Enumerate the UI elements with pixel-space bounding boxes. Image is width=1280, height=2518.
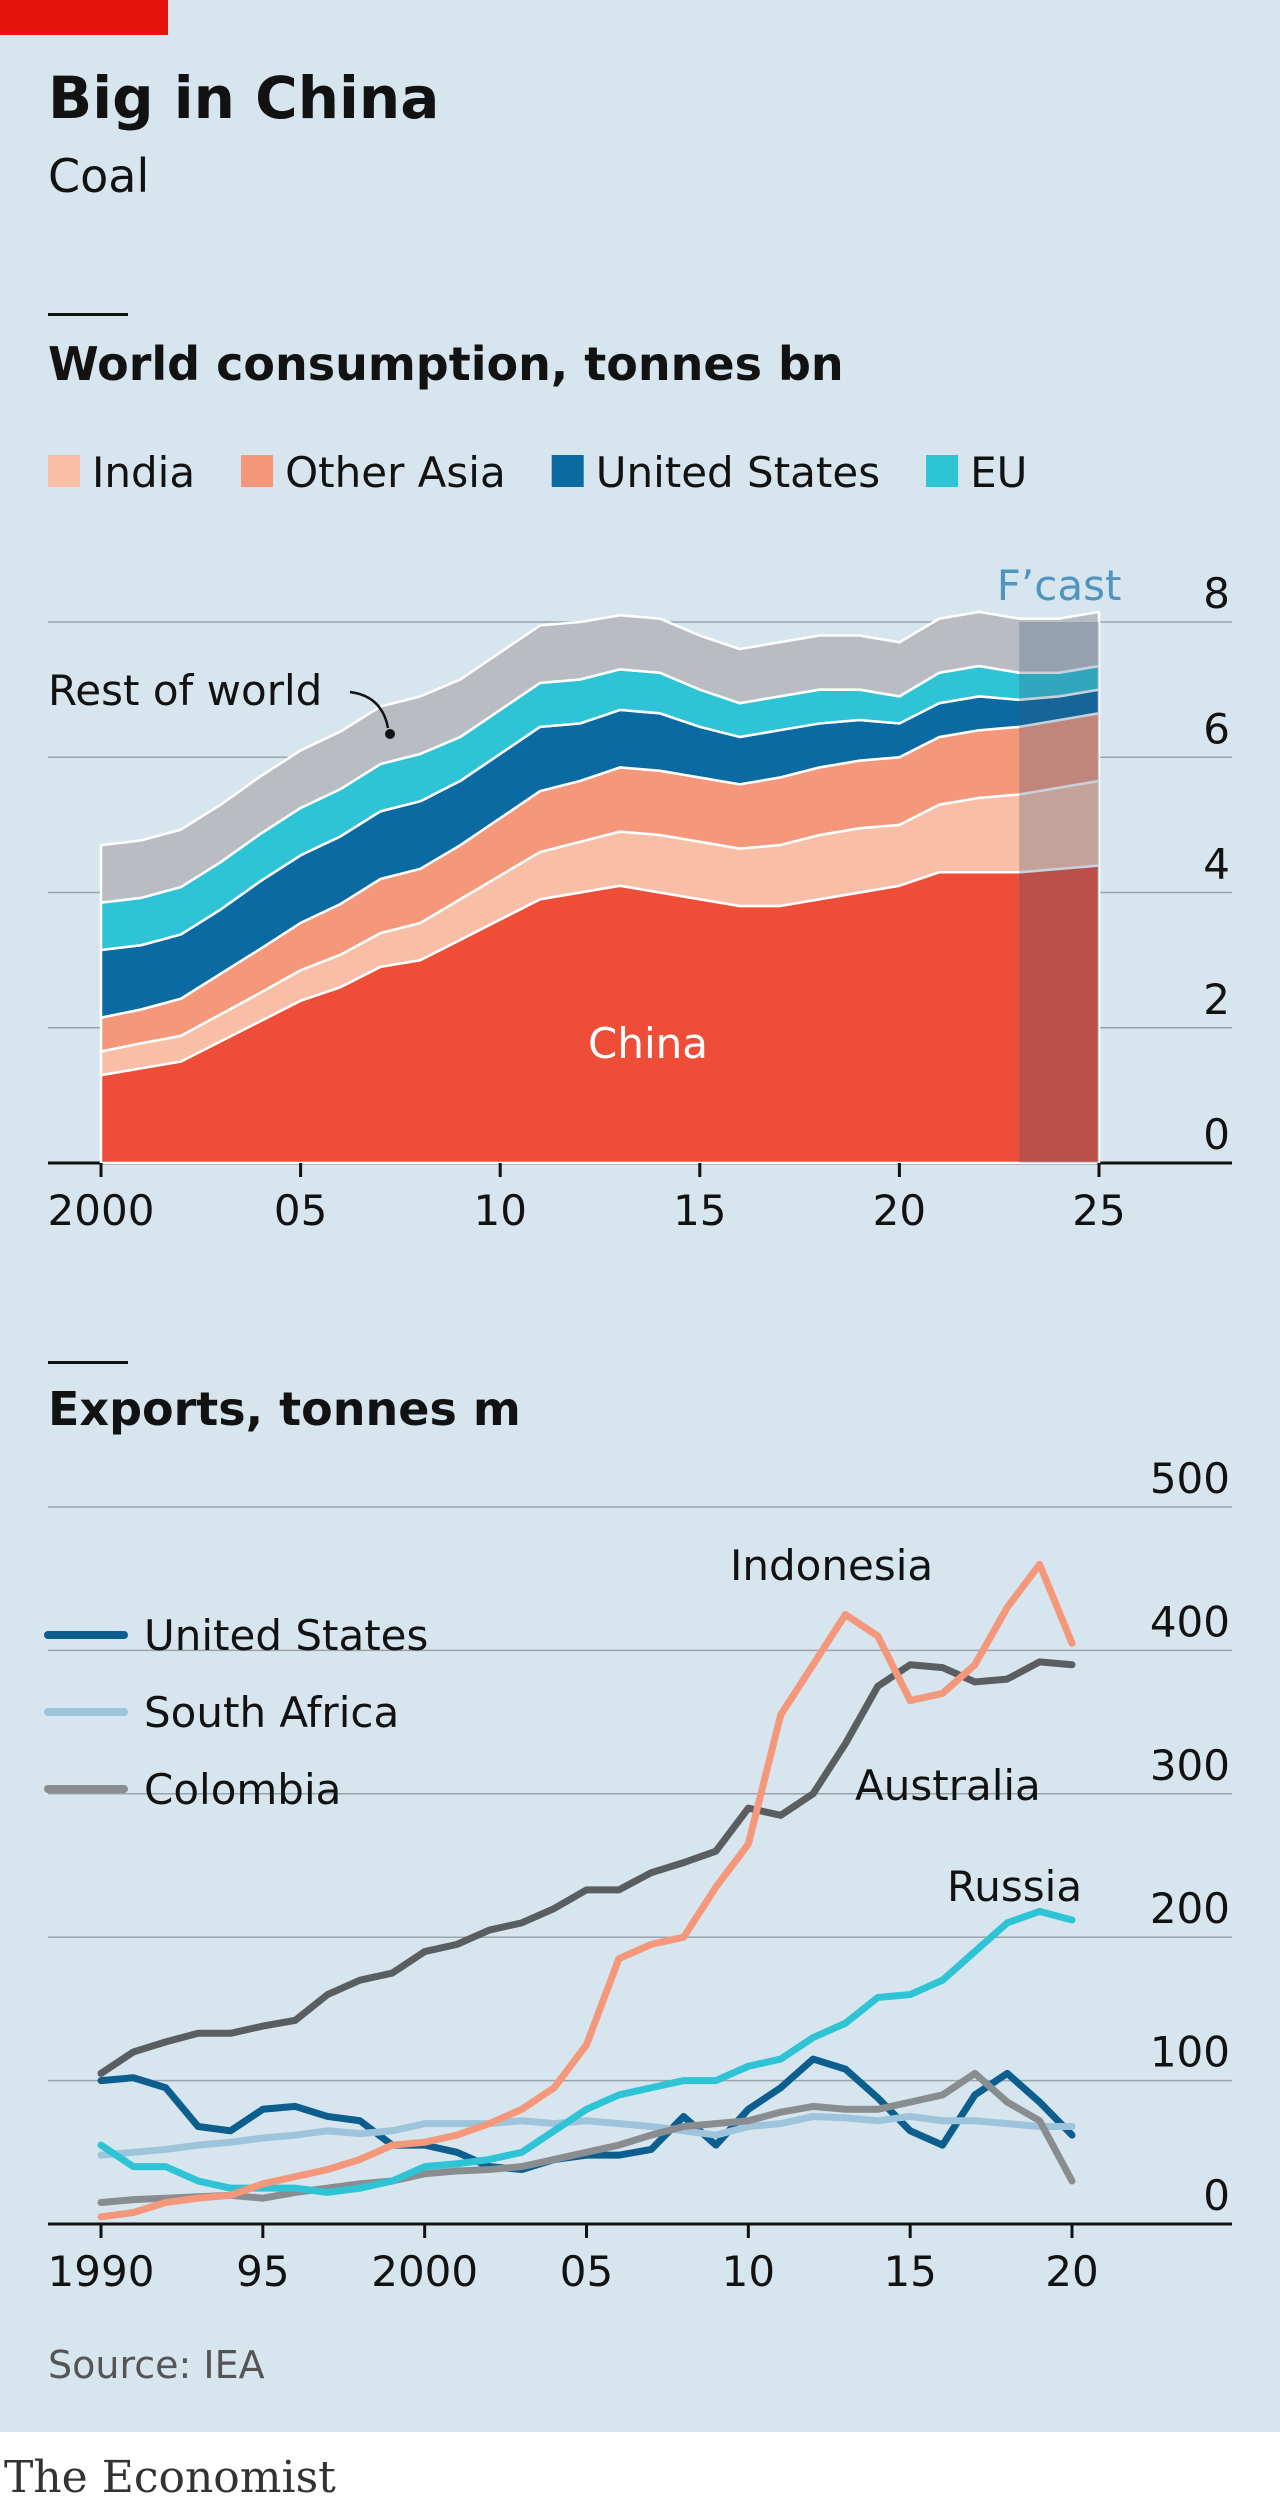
legend-label: South Africa <box>144 1688 399 1737</box>
x-tick-label: 20 <box>1045 2247 1098 2296</box>
series-label: Indonesia <box>730 1541 933 1590</box>
y-tick-label: 8 <box>1203 569 1230 618</box>
labels: 0 2 4 6 8 2000 05 10 15 20 25 F’cast India Other Asia… <box>48 448 1230 1235</box>
legend-swatch <box>48 455 80 487</box>
series-label: China <box>588 1019 708 1068</box>
x-tick-label: 15 <box>883 2247 936 2296</box>
series-label: Australia <box>855 1761 1041 1810</box>
x-tick-label: 95 <box>236 2247 289 2296</box>
series-label: Rest of world <box>48 666 322 715</box>
rule <box>48 313 128 316</box>
annotation-dot <box>385 729 395 739</box>
chart-title: Exports, tonnes m <box>48 1382 521 1436</box>
x-tick-label: 2000 <box>48 1186 155 1235</box>
source: Source: IEA <box>48 2343 265 2387</box>
forecast-band <box>1019 622 1099 1163</box>
legend-label: Colombia <box>144 1765 341 1814</box>
line <box>97 1907 1076 2196</box>
legend-swatch <box>926 455 959 487</box>
areas <box>99 610 1101 1165</box>
subtitle: Coal <box>48 149 149 203</box>
x-tick-label: 10 <box>473 1186 526 1235</box>
line <box>97 2069 1076 2206</box>
brand: The Economist <box>4 2452 336 2503</box>
background <box>0 0 1280 2432</box>
line <box>97 1560 1076 2221</box>
y-tick-label: 0 <box>1203 1110 1230 1159</box>
rule <box>48 1361 128 1364</box>
series-label: Russia <box>947 1862 1082 1911</box>
lines <box>97 1560 1076 2221</box>
y-tick-label: 0 <box>1203 2171 1230 2220</box>
labels: 0 100 200 300 400 500 1990 95 2000 05 10 15 20 United… <box>44 1454 1230 2296</box>
legend-label: United States <box>144 1611 428 1660</box>
overlay <box>1019 622 1099 1163</box>
x-tick-label: 2000 <box>371 2247 478 2296</box>
title: Big in China <box>48 64 439 132</box>
y-tick-label: 200 <box>1150 1884 1230 1933</box>
x-tick-label: 05 <box>274 1186 327 1235</box>
y-tick-label: 400 <box>1150 1597 1230 1646</box>
line <box>97 2112 1076 2159</box>
chart-title: World consumption, tonnes bn <box>48 337 844 391</box>
legend-label: United States <box>596 448 880 497</box>
x-tick-label: 10 <box>722 2247 775 2296</box>
x-tick-label: 05 <box>560 2247 613 2296</box>
legend-label: India <box>92 448 195 497</box>
x-tick-label: 25 <box>1072 1186 1125 1235</box>
y-tick-label: 2 <box>1203 975 1230 1024</box>
legend-label: Other Asia <box>285 448 506 497</box>
y-tick-label: 6 <box>1203 704 1230 753</box>
forecast-label: F’cast <box>997 561 1122 610</box>
x-tick-label: 15 <box>673 1186 726 1235</box>
legend-swatch <box>241 455 274 487</box>
legend-label: EU <box>970 448 1027 497</box>
legend-swatch <box>551 455 584 487</box>
red-tag <box>0 0 168 35</box>
grid <box>48 1506 1232 2226</box>
area <box>99 610 1101 904</box>
line <box>97 1658 1076 2077</box>
y-tick-label: 300 <box>1150 1741 1230 1790</box>
x-tick-label: 1990 <box>48 2247 155 2296</box>
y-tick-label: 4 <box>1203 840 1230 889</box>
x-tick-label: 20 <box>873 1186 926 1235</box>
y-tick-label: 100 <box>1150 2028 1230 2077</box>
y-tick-label: 500 <box>1150 1454 1230 1503</box>
annotation-arrow <box>349 690 390 729</box>
